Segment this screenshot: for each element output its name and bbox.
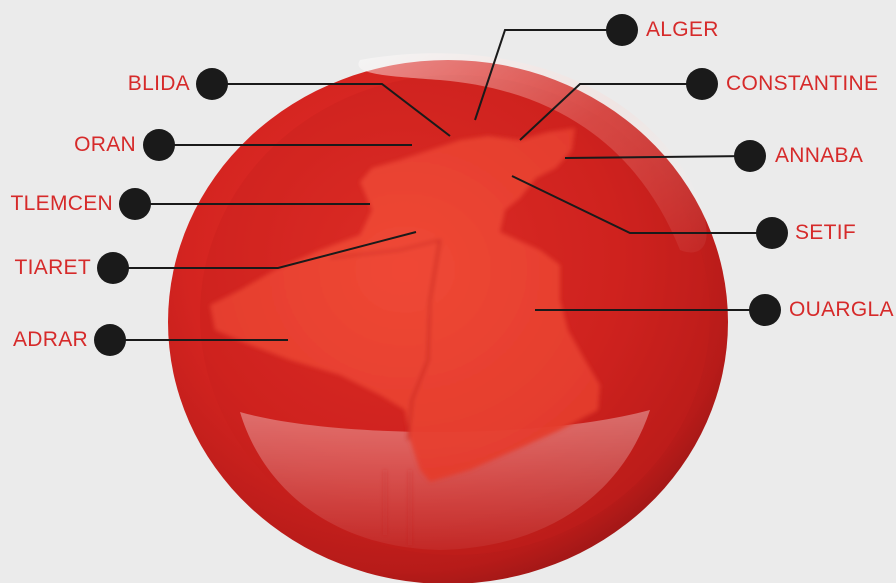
callout-constantine bbox=[519, 68, 718, 141]
marker-dot-ouargla bbox=[749, 294, 781, 326]
callout-adrar bbox=[94, 324, 288, 356]
marker-dot-constantine bbox=[686, 68, 718, 100]
label-setif: SETIF bbox=[795, 221, 857, 244]
label-adrar: ADRAR bbox=[12, 328, 88, 351]
label-constantine: CONSTANTINE bbox=[726, 72, 879, 95]
label-tiaret: TIARET bbox=[14, 256, 91, 279]
marker-dot-annaba bbox=[734, 140, 766, 172]
red-sphere bbox=[168, 53, 728, 583]
callout-blida bbox=[196, 68, 451, 137]
callout-ouargla bbox=[535, 294, 781, 326]
marker-dot-tlemcen bbox=[119, 188, 151, 220]
marker-dot-blida bbox=[196, 68, 228, 100]
marker-dot-alger bbox=[606, 14, 638, 46]
marker-dot-adrar bbox=[94, 324, 126, 356]
label-ouargla: OUARGLA bbox=[789, 298, 894, 321]
marker-dot-setif bbox=[756, 217, 788, 249]
callout-tiaret bbox=[97, 231, 417, 284]
callout-setif bbox=[511, 175, 788, 249]
label-annaba: ANNABA bbox=[775, 144, 864, 167]
callout-oran bbox=[143, 129, 412, 161]
label-blida: BLIDA bbox=[127, 72, 190, 95]
callout-alger bbox=[474, 14, 638, 121]
callout-tlemcen bbox=[119, 188, 370, 220]
marker-dot-tiaret bbox=[97, 252, 129, 284]
algeria-map-shape bbox=[210, 128, 600, 545]
marker-dot-oran bbox=[143, 129, 175, 161]
label-oran: ORAN bbox=[74, 133, 136, 156]
label-alger: ALGER bbox=[646, 18, 719, 41]
callout-annaba bbox=[564, 140, 766, 172]
label-tlemcen: TLEMCEN bbox=[10, 192, 113, 215]
